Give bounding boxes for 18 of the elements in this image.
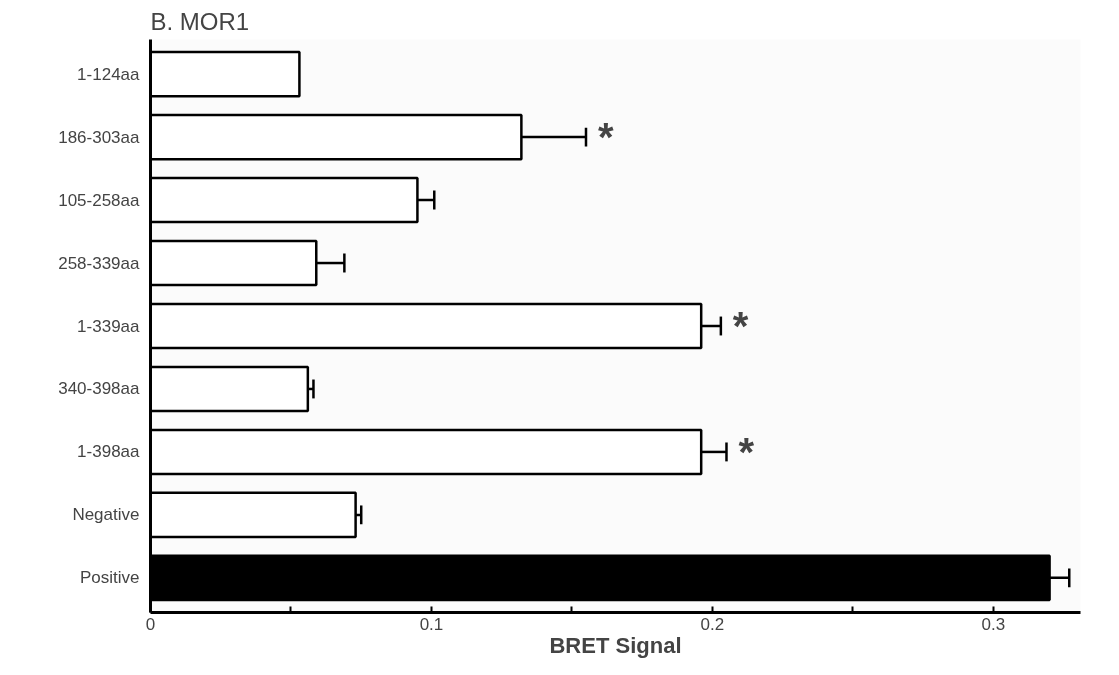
y-tick-label: 340-398aa — [58, 379, 141, 399]
y-tick-label: Negative — [72, 505, 140, 525]
y-tick-label: 186-303aa — [58, 127, 141, 147]
x-tick-label: 0.1 — [419, 614, 444, 634]
y-tick-label: 1-398aa — [77, 442, 141, 462]
y-tick-label: Positive — [79, 568, 140, 588]
x-axis-title: BRET Signal — [549, 632, 682, 658]
annotation: * — [738, 429, 755, 474]
y-tick-label: 1-124aa — [77, 64, 141, 84]
y-tick-label: 105-258aa — [58, 190, 141, 210]
x-tick-label: 0 — [145, 614, 156, 634]
chart-title: B. MOR1 — [150, 7, 250, 35]
annotation: * — [598, 115, 614, 160]
x-tick-label: 0.3 — [981, 614, 1006, 634]
annotation: * — [732, 304, 749, 348]
y-tick-label: 258-339aa — [58, 253, 141, 273]
x-tick-label: 0.2 — [700, 614, 725, 634]
y-tick-label: 1-339aa — [77, 316, 141, 336]
